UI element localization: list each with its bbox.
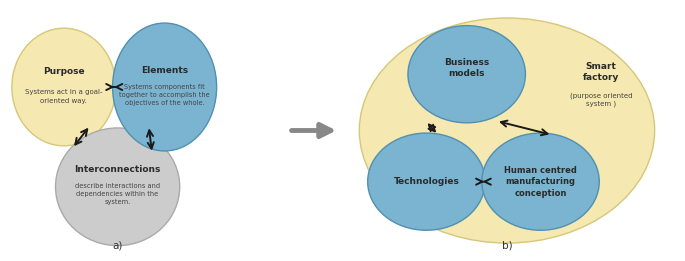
Text: (purpose oriented
system ): (purpose oriented system ) [570, 92, 632, 107]
Ellipse shape [482, 133, 599, 230]
Text: Purpose: Purpose [43, 67, 85, 76]
Text: Human centred
manufacturing
conception: Human centred manufacturing conception [504, 166, 577, 198]
Ellipse shape [112, 23, 216, 151]
Ellipse shape [12, 28, 116, 146]
Text: Systems act in a goal-
oriented way.: Systems act in a goal- oriented way. [25, 89, 103, 104]
Text: Smart
factory: Smart factory [583, 62, 619, 82]
Text: Business
models: Business models [444, 58, 489, 79]
Ellipse shape [55, 128, 179, 246]
Ellipse shape [408, 26, 525, 123]
Text: Elements: Elements [141, 66, 188, 75]
Text: describe interactions and
dependencies within the
system.: describe interactions and dependencies w… [75, 183, 160, 205]
Ellipse shape [368, 133, 485, 230]
Ellipse shape [359, 18, 655, 243]
Text: b): b) [501, 241, 512, 251]
Text: Systems components fit
together to accomplish the
objectives of the whole.: Systems components fit together to accom… [119, 84, 210, 106]
Text: Technologies: Technologies [393, 177, 460, 186]
Text: a): a) [112, 241, 123, 251]
Text: Interconnections: Interconnections [75, 165, 161, 174]
